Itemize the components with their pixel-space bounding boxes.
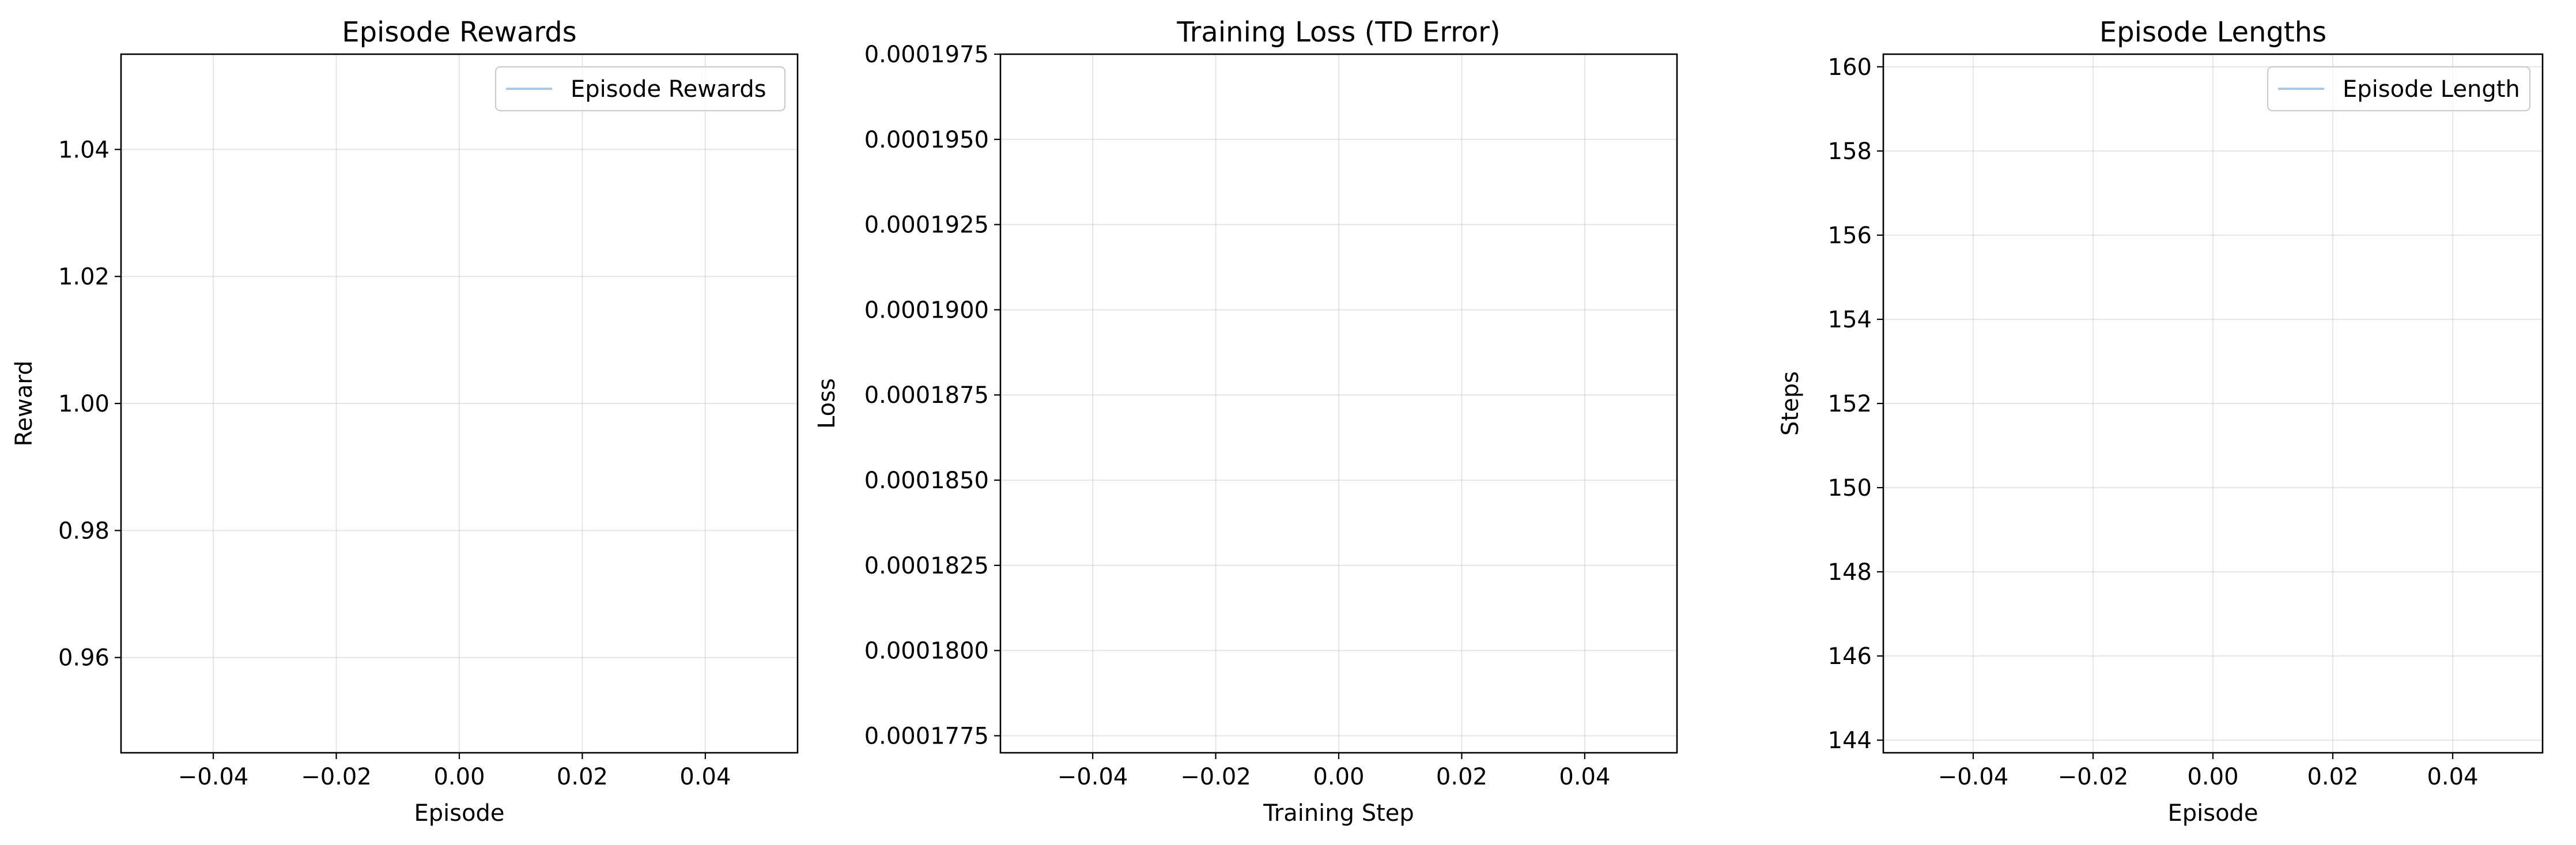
x-tick-label: 0.00	[2187, 764, 2238, 790]
y-tick-label: 156	[1828, 222, 1872, 249]
y-tick-label: 0.0001925	[864, 212, 989, 239]
subplots: −0.04 −0.02 0.00 0.02 0.04 0.96 0.98 1.00 1.02 1.…	[11, 16, 2544, 827]
y-axis-label: Steps	[1777, 371, 1804, 436]
x-tick-label: 0.00	[1313, 764, 1364, 790]
y-tick-label: 154	[1828, 307, 1872, 333]
y-tick-label: 0.0001775	[864, 723, 989, 749]
y-tick-label: 152	[1828, 391, 1872, 417]
x-tick-label: −0.04	[178, 764, 249, 790]
legend-box	[494, 66, 786, 112]
x-tick-label: −0.02	[301, 764, 372, 790]
subplot-title: Episode Lengths	[2099, 16, 2326, 48]
x-tick-label: 0.04	[679, 764, 731, 790]
legend-box	[2267, 66, 2531, 112]
x-axis-label: Episode	[414, 800, 504, 827]
y-tick-label: 0.0001875	[864, 382, 989, 409]
x-tick-label: −0.02	[1180, 764, 1251, 790]
y-tick-label: 160	[1828, 54, 1872, 81]
y-tick-label: 148	[1828, 559, 1872, 586]
y-tick-label: 1.02	[58, 264, 109, 291]
y-tick-label: 0.0001850	[864, 467, 989, 494]
y-tick-label: 146	[1828, 643, 1872, 670]
subplot-title: Training Loss (TD Error)	[1176, 16, 1500, 48]
subplot-1: −0.04 −0.02 0.00 0.02 0.04 0.96 0.98 1.00 1.02 1.…	[11, 16, 799, 827]
y-tick-label: 0.0001950	[864, 127, 989, 153]
y-tick-label: 1.00	[58, 391, 109, 417]
y-tick-label: 0.98	[58, 518, 109, 544]
x-axis-label: Training Step	[1263, 800, 1414, 827]
x-tick-label: 0.00	[433, 764, 485, 790]
legend: Episode Rewards	[494, 66, 786, 112]
x-tick-label: 0.04	[2427, 764, 2478, 790]
y-axis-label: Reward	[11, 361, 37, 447]
subplot-2: −0.04 −0.02 0.00 0.02 0.04 0.0001775 0.0001800…	[814, 16, 1678, 827]
y-tick-label: 0.0001825	[864, 553, 989, 579]
x-tick-label: −0.04	[1938, 764, 2009, 790]
y-axis-label: Loss	[814, 378, 840, 429]
y-tick-label: 1.04	[58, 137, 109, 163]
y-tick-label: 150	[1828, 475, 1872, 501]
x-axis-label: Episode	[2167, 800, 2258, 827]
y-tick-label: 158	[1828, 138, 1872, 165]
legend-label: Episode Rewards	[571, 76, 766, 103]
legend-label: Episode Length	[2343, 76, 2520, 103]
y-tick-label: 0.0001975	[864, 42, 989, 68]
y-tick-label: 0.96	[58, 645, 109, 672]
x-tick-label: 0.04	[1559, 764, 1610, 790]
x-tick-label: 0.02	[1436, 764, 1487, 790]
y-tick-label: 0.0001800	[864, 638, 989, 665]
subplot-3: −0.04 −0.02 0.00 0.02 0.04 144 146 148 150 152 154…	[1777, 16, 2544, 827]
y-tick-label: 0.0001900	[864, 297, 989, 323]
x-tick-label: −0.04	[1057, 764, 1128, 790]
x-tick-label: 0.02	[557, 764, 608, 790]
subplot-title: Episode Rewards	[342, 16, 577, 48]
x-tick-label: 0.02	[2307, 764, 2358, 790]
legend: Episode Length	[2267, 66, 2531, 112]
y-tick-label: 144	[1828, 727, 1872, 754]
x-tick-label: −0.02	[2058, 764, 2129, 790]
